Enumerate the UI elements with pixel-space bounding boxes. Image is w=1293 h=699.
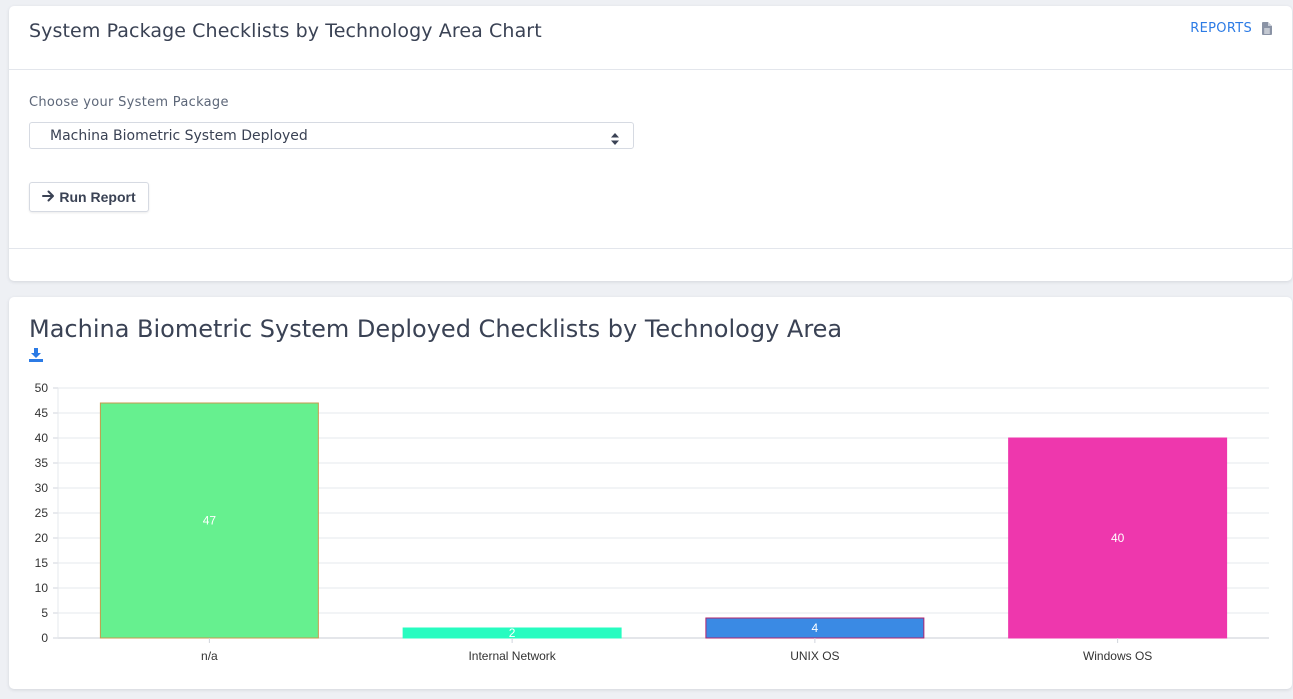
chart-card: Machina Biometric System Deployed Checkl… [9, 297, 1292, 689]
y-tick-label: 5 [41, 606, 48, 620]
divider [9, 248, 1292, 249]
y-tick-label: 40 [35, 431, 49, 445]
card-header: System Package Checklists by Technology … [9, 6, 1292, 70]
y-tick-label: 50 [35, 381, 49, 395]
bar [1008, 437, 1228, 639]
page-title: System Package Checklists by Technology … [29, 20, 542, 42]
select-sort-icon [611, 130, 619, 149]
chart-title: Machina Biometric System Deployed Checkl… [29, 315, 843, 343]
system-package-select[interactable]: Machina Biometric System Deployed [29, 122, 634, 149]
arrow-right-icon [42, 189, 55, 205]
bar-value-label: 4 [812, 621, 819, 635]
reports-link-label: REPORTS [1190, 21, 1252, 36]
bar-value-label: 2 [509, 626, 516, 640]
system-package-card: System Package Checklists by Technology … [9, 6, 1292, 281]
bar-value-label: 47 [203, 514, 217, 528]
x-tick-label: Internal Network [468, 649, 556, 663]
system-package-label: Choose your System Package [29, 95, 229, 110]
system-package-select-value: Machina Biometric System Deployed [50, 128, 308, 144]
y-tick-label: 20 [35, 531, 49, 545]
file-icon [1262, 22, 1272, 35]
download-icon[interactable] [29, 347, 43, 366]
y-tick-label: 0 [41, 631, 48, 645]
x-tick-label: Windows OS [1083, 649, 1152, 663]
y-tick-label: 35 [35, 456, 49, 470]
x-tick-label: n/a [201, 649, 218, 663]
y-tick-label: 15 [35, 556, 49, 570]
reports-link[interactable]: REPORTS [1190, 21, 1272, 36]
bar [99, 402, 319, 639]
run-report-label: Run Report [59, 189, 136, 205]
x-tick-label: UNIX OS [790, 649, 839, 663]
run-report-button[interactable]: Run Report [29, 182, 149, 212]
y-tick-label: 10 [35, 581, 49, 595]
y-tick-label: 45 [35, 406, 49, 420]
y-tick-label: 25 [35, 506, 49, 520]
bar-value-label: 40 [1111, 531, 1125, 545]
bar-chart: 0 5 10 15 20 25 30 35 40 45 50 47 n/a 2 Internal Netwo… [35, 381, 1269, 663]
y-tick-label: 30 [35, 481, 49, 495]
